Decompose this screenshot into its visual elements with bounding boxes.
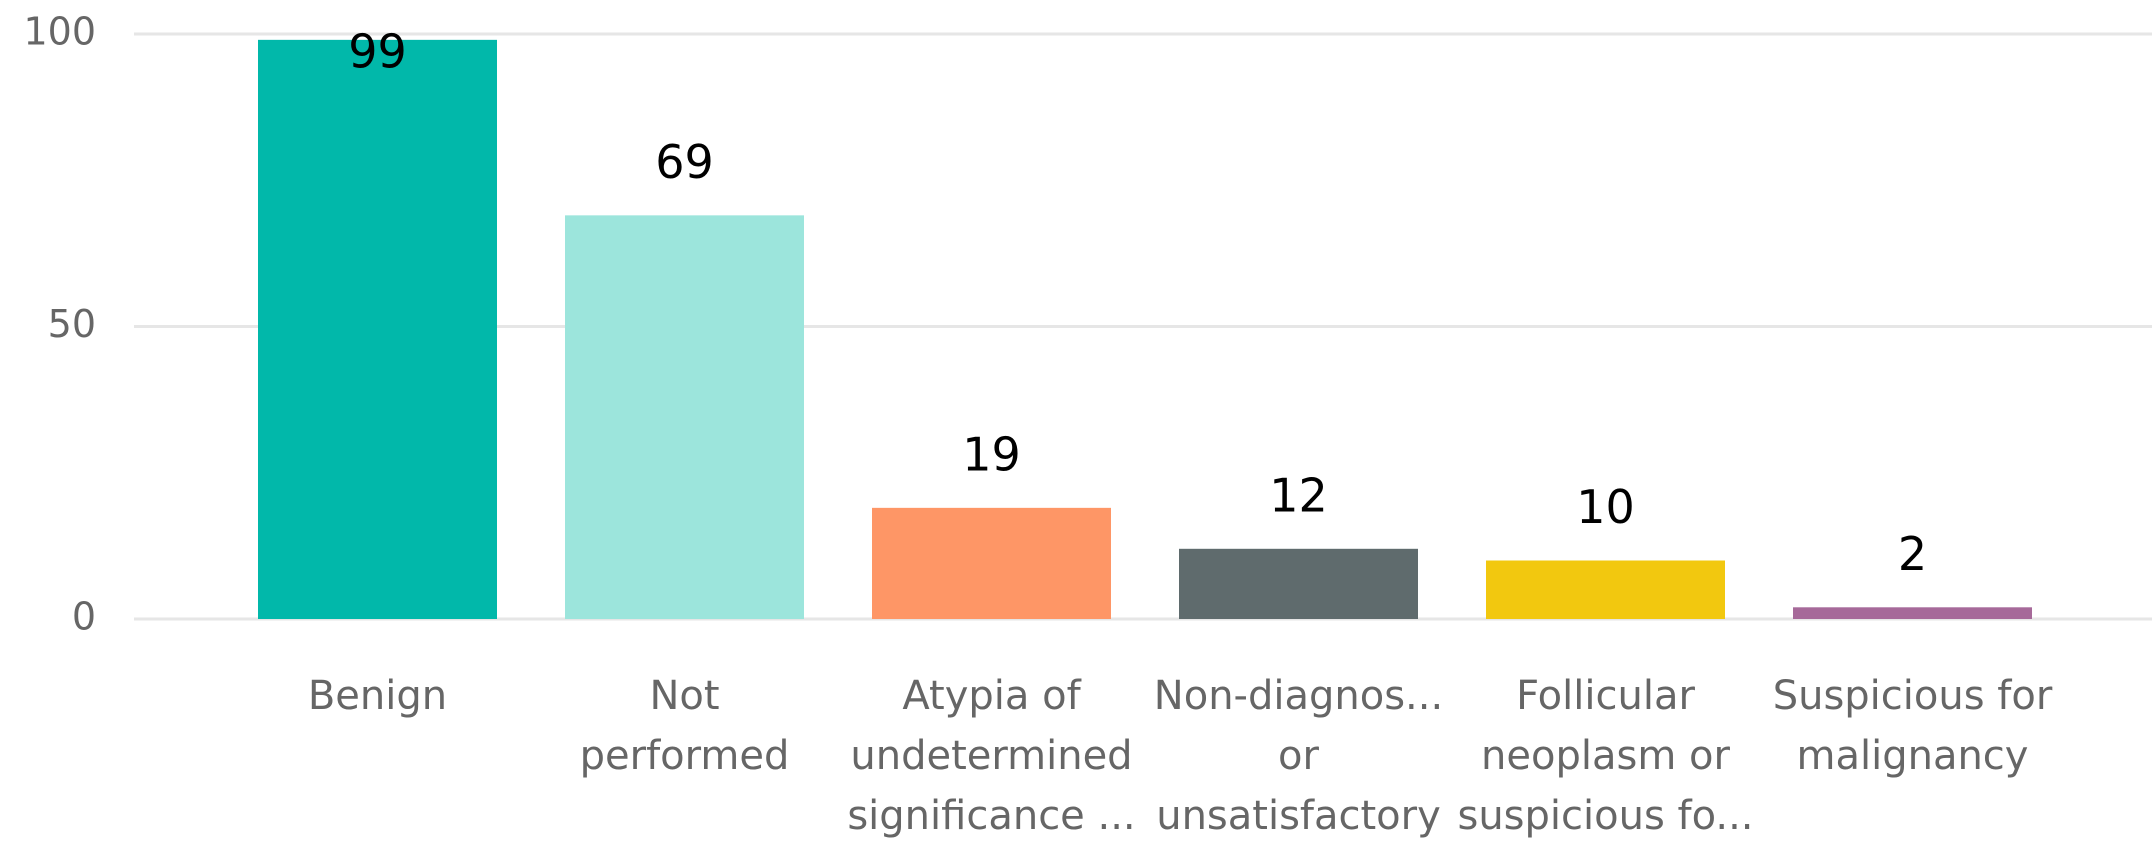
y-tick-label: 100 — [23, 10, 96, 54]
x-tick-label: Follicular neoplasm or suspicious fo... — [1457, 673, 1754, 839]
bar — [872, 507, 1111, 619]
bar — [1793, 607, 2032, 619]
x-tick-label: Suspicious for malignancy — [1772, 673, 2053, 779]
x-tick-label: Atypia of undetermined significance ... — [847, 673, 1136, 839]
x-tick-label: Benign — [307, 673, 448, 719]
x-tick-label: Non-diagnos... or unsatisfactory — [1153, 673, 1444, 839]
data-label: 2 — [1898, 527, 1927, 581]
x-tick-label: Not performed — [579, 673, 790, 779]
y-tick-label: 0 — [72, 595, 96, 639]
data-label: 10 — [1576, 480, 1635, 534]
bar — [1486, 560, 1725, 619]
data-label: 69 — [655, 135, 714, 189]
bar — [1179, 548, 1418, 619]
bar — [258, 39, 497, 620]
data-label: 19 — [962, 427, 1021, 481]
bar — [565, 215, 804, 619]
data-label: 99 — [348, 25, 407, 79]
data-label: 12 — [1269, 468, 1328, 522]
y-tick-label: 50 — [48, 302, 96, 346]
